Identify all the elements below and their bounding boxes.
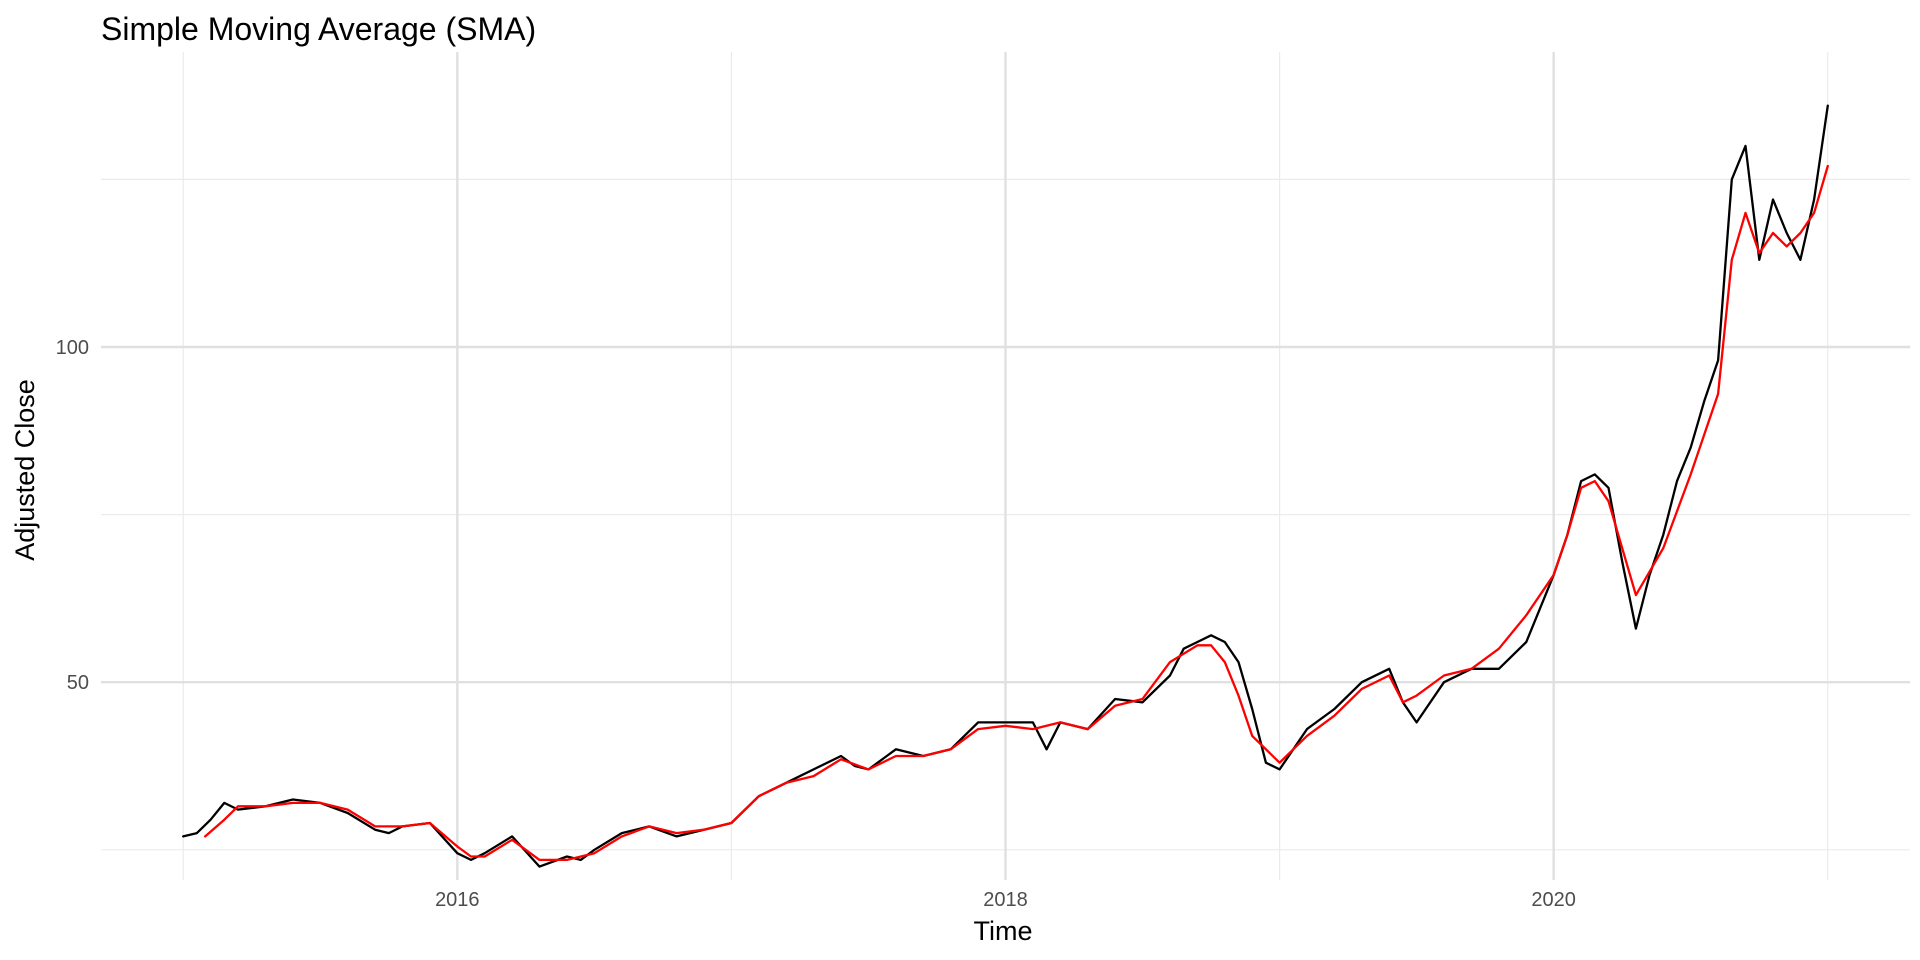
series-line-1 [204,164,1829,862]
x-tick-label-0: 2016 [435,889,480,911]
x-tick-label-2: 2020 [1531,889,1576,911]
y-axis-title: Adjusted Close [10,379,40,561]
y-tick-label-1: 100 [56,337,89,359]
x-tick-label-1: 2018 [983,889,1028,911]
x-tick-labels: 2016 2018 2020 [435,889,1576,911]
x-axis-title: Time [974,916,1033,946]
y-tick-labels: 50 100 [56,337,89,694]
major-gridlines [101,52,1910,880]
chart-title: Simple Moving Average (SMA) [101,11,536,47]
series-line-0 [182,104,1829,868]
series-layer [182,104,1829,868]
y-tick-label-0: 50 [67,672,89,694]
